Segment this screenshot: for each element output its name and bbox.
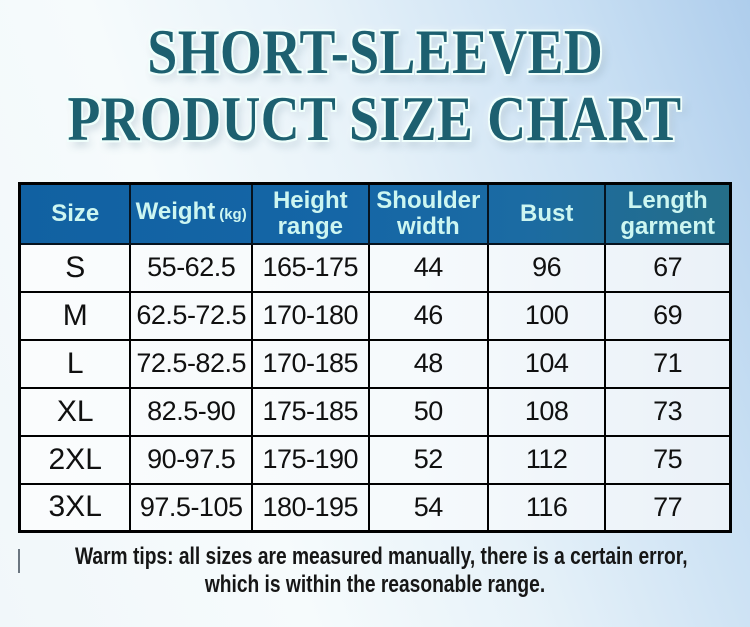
cell-bust: 100 xyxy=(487,290,607,341)
cell-bust: 112 xyxy=(487,434,607,485)
cell-height-range: 170-180 xyxy=(250,290,370,341)
table-header-row: Size Weight (kg) Height range Shoulder wi… xyxy=(18,182,732,245)
cell-length-garment: 77 xyxy=(604,482,732,533)
cell-height-range: 180-195 xyxy=(250,482,370,533)
column-header-bust: Bust xyxy=(487,182,607,245)
column-header-height-label: Height xyxy=(272,186,348,214)
cell-bust: 96 xyxy=(487,242,607,293)
column-header-weight-unit: (kg) xyxy=(219,206,247,224)
column-header-height-range: Height range xyxy=(250,182,370,245)
cell-length-garment: 75 xyxy=(604,434,732,485)
cell-height-range: 175-190 xyxy=(250,434,370,485)
cell-shoulder-width: 44 xyxy=(367,242,490,293)
size-chart-table: Size Weight (kg) Height range Shoulder wi… xyxy=(18,182,732,533)
table-row: L 72.5-82.5 170-185 48 104 71 xyxy=(18,338,732,389)
cell-weight: 97.5-105 xyxy=(129,482,253,533)
cell-height-range: 165-175 xyxy=(250,242,370,293)
cell-weight: 55-62.5 xyxy=(129,242,253,293)
column-header-size: Size xyxy=(18,182,132,245)
cell-shoulder-width: 48 xyxy=(367,338,490,389)
cell-bust: 108 xyxy=(487,386,607,437)
table-row: XL 82.5-90 175-185 50 108 73 xyxy=(18,386,732,437)
cell-height-range: 170-185 xyxy=(250,338,370,389)
table-row: 3XL 97.5-105 180-195 54 116 77 xyxy=(18,482,732,533)
cell-length-garment: 71 xyxy=(604,338,732,389)
cell-size: M xyxy=(18,290,132,341)
table-row: M 62.5-72.5 170-180 46 100 69 xyxy=(18,290,732,341)
table-row: 2XL 90-97.5 175-190 52 112 75 xyxy=(18,434,732,485)
table-body: S 55-62.5 165-175 44 96 67 M 62.5-72.5 170-180 46… xyxy=(18,242,732,533)
column-header-weight: Weight (kg) xyxy=(129,182,253,245)
column-header-length-garment: Length garment xyxy=(604,182,732,245)
cell-size: XL xyxy=(18,386,132,437)
table-header: Size Weight (kg) Height range Shoulder wi… xyxy=(18,182,732,245)
column-header-size-label: Size xyxy=(51,199,100,227)
column-header-length-label: Length xyxy=(627,186,708,214)
cell-weight: 62.5-72.5 xyxy=(129,290,253,341)
cell-bust: 104 xyxy=(487,338,607,389)
warm-tips-line-2: which is within the reasonable range. xyxy=(204,571,546,598)
page-title: SHORT-SLEEVED PRODUCT SIZE CHART xyxy=(0,0,750,152)
cell-size: 3XL xyxy=(18,482,132,533)
column-header-shoulder-width: Shoulder width xyxy=(367,182,490,245)
cell-height-range: 175-185 xyxy=(250,386,370,437)
cell-size: S xyxy=(18,242,132,293)
cell-length-garment: 69 xyxy=(604,290,732,341)
cell-bust: 116 xyxy=(487,482,607,533)
cell-shoulder-width: 50 xyxy=(367,386,490,437)
cell-shoulder-width: 46 xyxy=(367,290,490,341)
warm-tips: Warm tips: all sizes are measured manual… xyxy=(0,543,750,599)
cell-length-garment: 67 xyxy=(604,242,732,293)
cell-weight: 72.5-82.5 xyxy=(129,338,253,389)
table-row: S 55-62.5 165-175 44 96 67 xyxy=(18,242,732,293)
cell-weight: 90-97.5 xyxy=(129,434,253,485)
column-header-bust-label: Bust xyxy=(520,199,574,227)
title-line-1: SHORT-SLEEVED xyxy=(147,16,603,87)
cell-length-garment: 73 xyxy=(604,386,732,437)
cell-shoulder-width: 52 xyxy=(367,434,490,485)
cell-size: L xyxy=(18,338,132,389)
cell-weight: 82.5-90 xyxy=(129,386,253,437)
cell-shoulder-width: 54 xyxy=(367,482,490,533)
column-header-weight-label: Weight xyxy=(135,198,216,226)
title-line-2: PRODUCT SIZE CHART xyxy=(67,83,683,154)
warm-tips-line-1: Warm tips: all sizes are measured manual… xyxy=(75,543,688,570)
cell-size: 2XL xyxy=(18,434,132,485)
table-border-artifact xyxy=(18,549,20,573)
column-header-shoulder-label: Shoulder xyxy=(376,186,481,214)
